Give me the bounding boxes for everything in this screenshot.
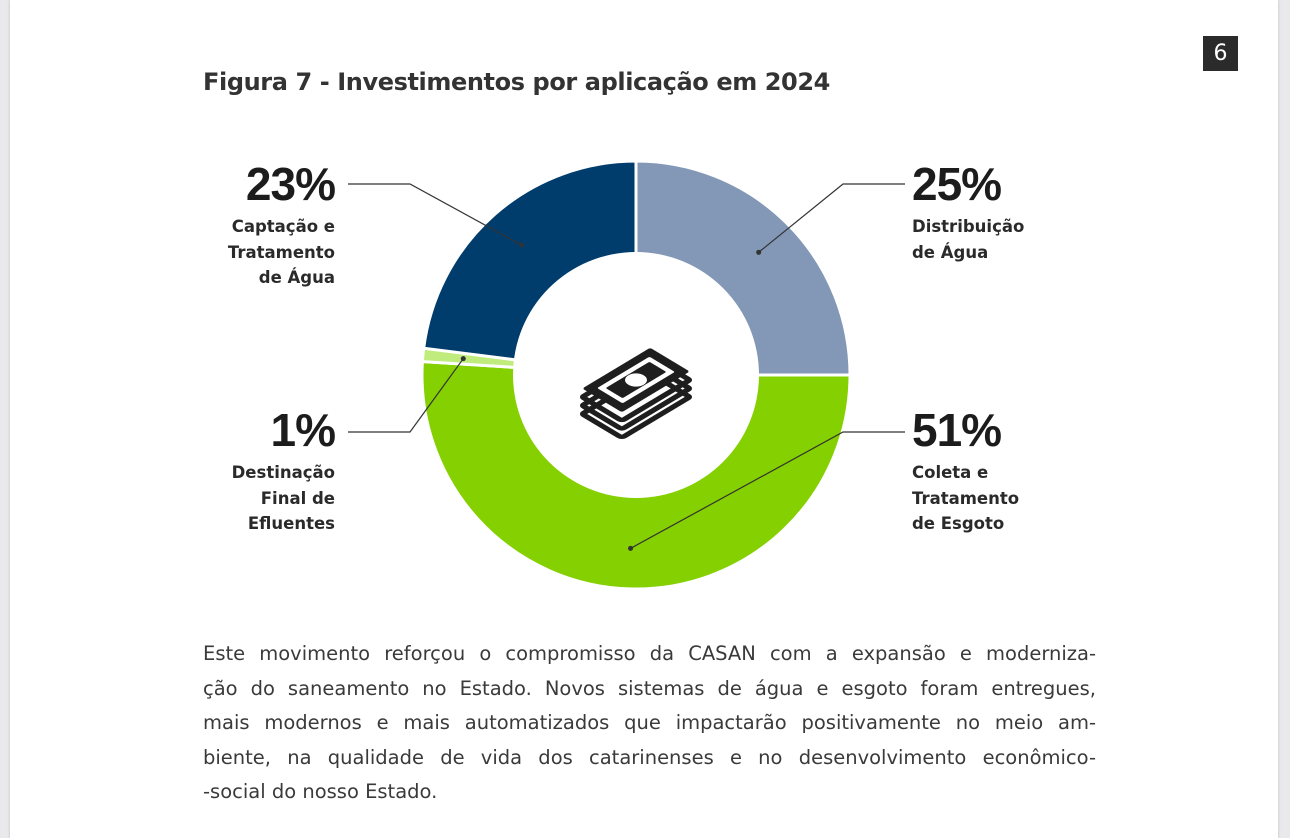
body-line: ção do saneamento no Estado. Novos siste… — [203, 676, 1096, 700]
slice-category: Distribuição de Água — [912, 217, 1025, 262]
body-paragraph: Este movimento reforçou o compromisso da… — [203, 637, 1096, 810]
leader-dot — [628, 545, 634, 551]
leader-line — [758, 183, 905, 253]
slice-label-distribuicao: 25% Distribuição de Água — [912, 160, 1024, 265]
slice-percent: 1% — [270, 404, 336, 456]
figure-title: Figura 7 - Investimentos por aplicação e… — [203, 68, 830, 96]
money-stack-icon — [580, 348, 692, 440]
leader-dot — [460, 356, 466, 362]
body-line: biente, na qualidade de vida dos catarin… — [203, 745, 1096, 769]
slice-percent: 25% — [912, 158, 1002, 210]
body-line: -social do nosso Estado. — [203, 780, 438, 803]
leader-line — [630, 431, 905, 549]
slice-category: Captação e Tratamento de Água — [227, 217, 335, 287]
slice-label-captacao-agua: 23% Captação e Tratamento de Água — [180, 158, 336, 291]
body-line: Este movimento reforçou o compromisso da… — [203, 642, 1096, 665]
slice-label-coleta-esgoto: 51% Coleta e Tratamento de Esgoto — [912, 406, 1019, 537]
leader-dot — [756, 249, 762, 255]
slice-percent: 51% — [912, 404, 1002, 456]
leader-line — [348, 183, 522, 246]
slice-category: Coleta e Tratamento de Esgoto — [912, 463, 1020, 533]
leader-line — [348, 358, 464, 433]
body-line: mais modernos e mais automatizados que i… — [203, 711, 1096, 734]
slice-label-destinacao-efluentes: 1% Destinação Final de Efluentes — [180, 404, 336, 537]
leader-dot — [518, 242, 524, 248]
slice-category: Destinação Final de Efluentes — [231, 463, 335, 533]
slice-percent: 23% — [245, 158, 336, 210]
page-number: 6 — [1203, 36, 1238, 71]
